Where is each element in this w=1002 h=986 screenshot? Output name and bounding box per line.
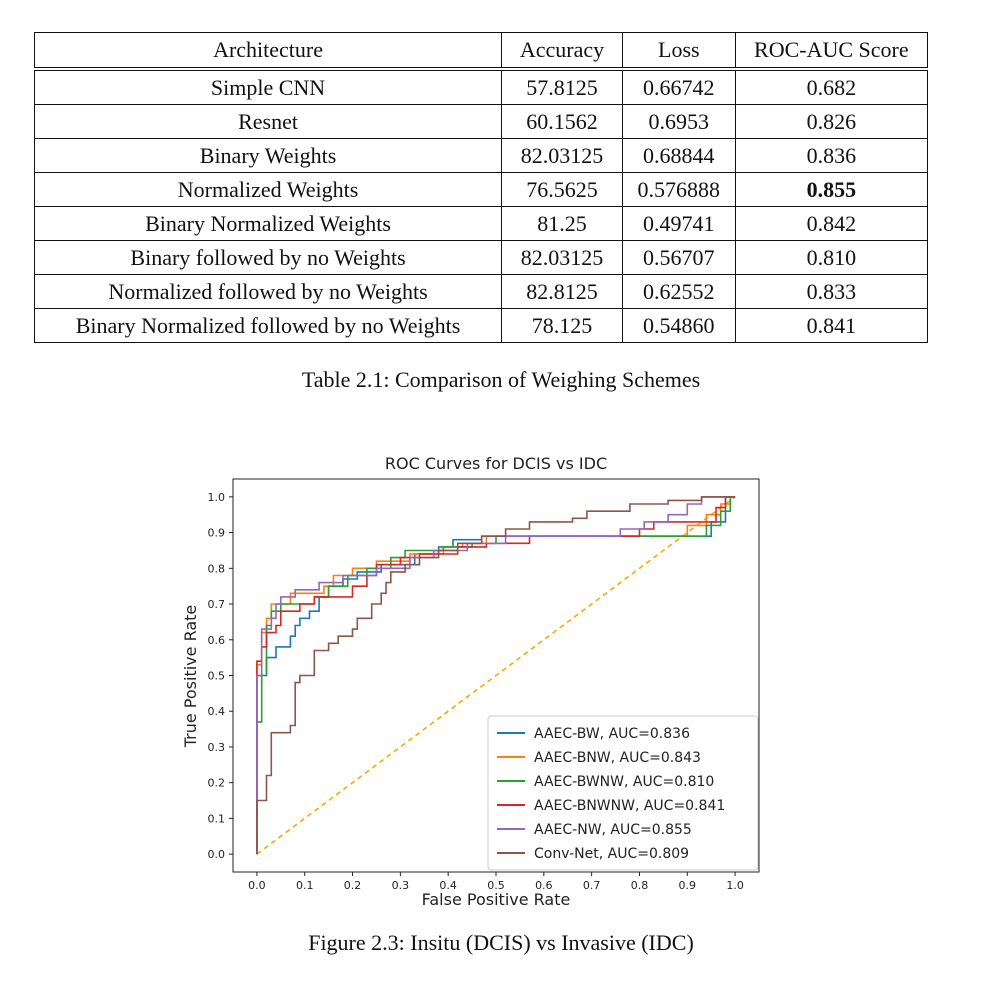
x-tick-label: 0.5 bbox=[487, 879, 505, 892]
x-tick-label: 0.7 bbox=[583, 879, 601, 892]
legend-label: AAEC-BWNW, AUC=0.810 bbox=[534, 774, 714, 790]
y-tick-label: 0.8 bbox=[208, 562, 226, 575]
table-row: Resnet 60.1562 0.6953 0.826 bbox=[33, 104, 929, 139]
x-tick-label: 0.2 bbox=[344, 879, 362, 892]
table-row: Normalized followed by no Weights 82.812… bbox=[33, 274, 929, 309]
cell-roc-auc: 0.836 bbox=[734, 138, 929, 173]
cell-roc-auc: 0.682 bbox=[734, 67, 929, 105]
header-architecture: Architecture bbox=[33, 32, 503, 70]
cell-architecture: Binary Weights bbox=[33, 138, 503, 173]
x-tick-label: 0.1 bbox=[296, 879, 314, 892]
series-line bbox=[256, 496, 736, 855]
cell-roc-auc: 0.810 bbox=[734, 240, 929, 275]
figure-caption: Figure 2.3: Insitu (DCIS) vs Invasive (I… bbox=[308, 930, 694, 955]
y-tick-label: 0.0 bbox=[208, 848, 226, 861]
cell-loss: 0.62552 bbox=[621, 274, 736, 309]
y-tick-label: 0.9 bbox=[208, 527, 226, 540]
table-row: Binary followed by no Weights 82.03125 0… bbox=[33, 240, 929, 275]
series-line bbox=[256, 496, 736, 855]
cell-accuracy: 78.125 bbox=[501, 308, 623, 343]
legend-label: AAEC-BW, AUC=0.836 bbox=[534, 726, 690, 742]
y-tick-label: 0.4 bbox=[208, 705, 226, 718]
table-row: Binary Weights 82.03125 0.68844 0.836 bbox=[33, 138, 929, 173]
cell-architecture: Simple CNN bbox=[33, 67, 503, 105]
cell-loss: 0.66742 bbox=[621, 67, 736, 105]
cell-architecture: Binary followed by no Weights bbox=[33, 240, 503, 275]
cell-accuracy: 60.1562 bbox=[501, 104, 623, 139]
x-tick-label: 1.0 bbox=[726, 879, 744, 892]
x-tick-label: 0.0 bbox=[248, 879, 266, 892]
x-tick-label: 0.8 bbox=[631, 879, 649, 892]
cell-accuracy: 57.8125 bbox=[501, 67, 623, 105]
x-tick-label: 0.3 bbox=[392, 879, 410, 892]
cell-architecture: Binary Normalized Weights bbox=[33, 206, 503, 241]
x-axis-label: False Positive Rate bbox=[422, 890, 571, 909]
cell-accuracy: 81.25 bbox=[501, 206, 623, 241]
legend-box bbox=[487, 715, 759, 871]
cell-roc-auc: 0.842 bbox=[734, 206, 929, 241]
table-caption: Table 2.1: Comparison of Weighing Scheme… bbox=[301, 367, 701, 392]
header-roc-auc: ROC-AUC Score bbox=[734, 32, 929, 70]
legend-label: AAEC-NW, AUC=0.855 bbox=[534, 822, 692, 838]
table-header-row: Architecture Accuracy Loss ROC-AUC Score bbox=[33, 32, 929, 70]
cell-loss: 0.68844 bbox=[621, 138, 736, 173]
x-tick-label: 0.6 bbox=[535, 879, 553, 892]
series-lines bbox=[256, 496, 736, 855]
series-line bbox=[256, 496, 736, 855]
cell-loss: 0.576888 bbox=[621, 172, 736, 207]
legend-label: AAEC-BNWNW, AUC=0.841 bbox=[534, 798, 725, 814]
legend-label: Conv-Net, AUC=0.809 bbox=[534, 846, 689, 862]
cell-roc-auc-best: 0.855 bbox=[734, 172, 929, 207]
cell-accuracy: 76.5625 bbox=[501, 172, 623, 207]
cell-architecture: Normalized followed by no Weights bbox=[33, 274, 503, 309]
table-row: Binary Normalized Weights 81.25 0.49741 … bbox=[33, 206, 929, 241]
y-tick-label: 1.0 bbox=[208, 491, 226, 504]
x-tick-label: 0.9 bbox=[679, 879, 697, 892]
results-table: Architecture Accuracy Loss ROC-AUC Score… bbox=[33, 32, 929, 343]
y-tick-label: 0.7 bbox=[208, 598, 226, 611]
y-axis-label: True Positive Rate bbox=[181, 605, 200, 749]
cell-architecture: Resnet bbox=[33, 104, 503, 139]
cell-roc-auc: 0.826 bbox=[734, 104, 929, 139]
chance-diagonal-line bbox=[256, 496, 736, 855]
cell-accuracy: 82.03125 bbox=[501, 240, 623, 275]
header-loss: Loss bbox=[621, 32, 736, 70]
chart-title: ROC Curves for DCIS vs IDC bbox=[385, 454, 607, 473]
y-tick-label: 0.3 bbox=[208, 741, 226, 754]
cell-accuracy: 82.03125 bbox=[501, 138, 623, 173]
cell-architecture: Binary Normalized followed by no Weights bbox=[33, 308, 503, 343]
table-row: Simple CNN 57.8125 0.66742 0.682 bbox=[33, 67, 929, 105]
cell-loss: 0.54860 bbox=[621, 308, 736, 343]
y-tick-label: 0.2 bbox=[208, 777, 226, 790]
header-accuracy: Accuracy bbox=[501, 32, 623, 70]
cell-loss: 0.56707 bbox=[621, 240, 736, 275]
chart-legend: AAEC-BW, AUC=0.836 AAEC-BNW, AUC=0.843 AAE… bbox=[487, 715, 759, 871]
table-row: Normalized Weights 76.5625 0.576888 0.85… bbox=[33, 172, 929, 207]
legend-label: AAEC-BNW, AUC=0.843 bbox=[534, 750, 701, 766]
cell-roc-auc: 0.833 bbox=[734, 274, 929, 309]
roc-chart: ROC Curves for DCIS vs IDC 0.0 0.1 0.2 0.3 0… bbox=[181, 454, 760, 909]
series-line bbox=[256, 496, 736, 855]
cell-architecture: Normalized Weights bbox=[33, 172, 503, 207]
cell-loss: 0.6953 bbox=[621, 104, 736, 139]
axis-ticks: 0.0 0.1 0.2 0.3 0.4 0.5 0.6 0.7 0.8 0.9 1.0 0.0 0.1 0… bbox=[208, 491, 744, 892]
cell-loss: 0.49741 bbox=[621, 206, 736, 241]
y-tick-label: 0.1 bbox=[208, 812, 226, 825]
x-tick-label: 0.4 bbox=[439, 879, 457, 892]
table-row: Binary Normalized followed by no Weights… bbox=[33, 308, 929, 343]
cell-roc-auc: 0.841 bbox=[734, 308, 929, 343]
y-tick-label: 0.6 bbox=[208, 634, 226, 647]
cell-accuracy: 82.8125 bbox=[501, 274, 623, 309]
y-tick-label: 0.5 bbox=[208, 670, 226, 683]
